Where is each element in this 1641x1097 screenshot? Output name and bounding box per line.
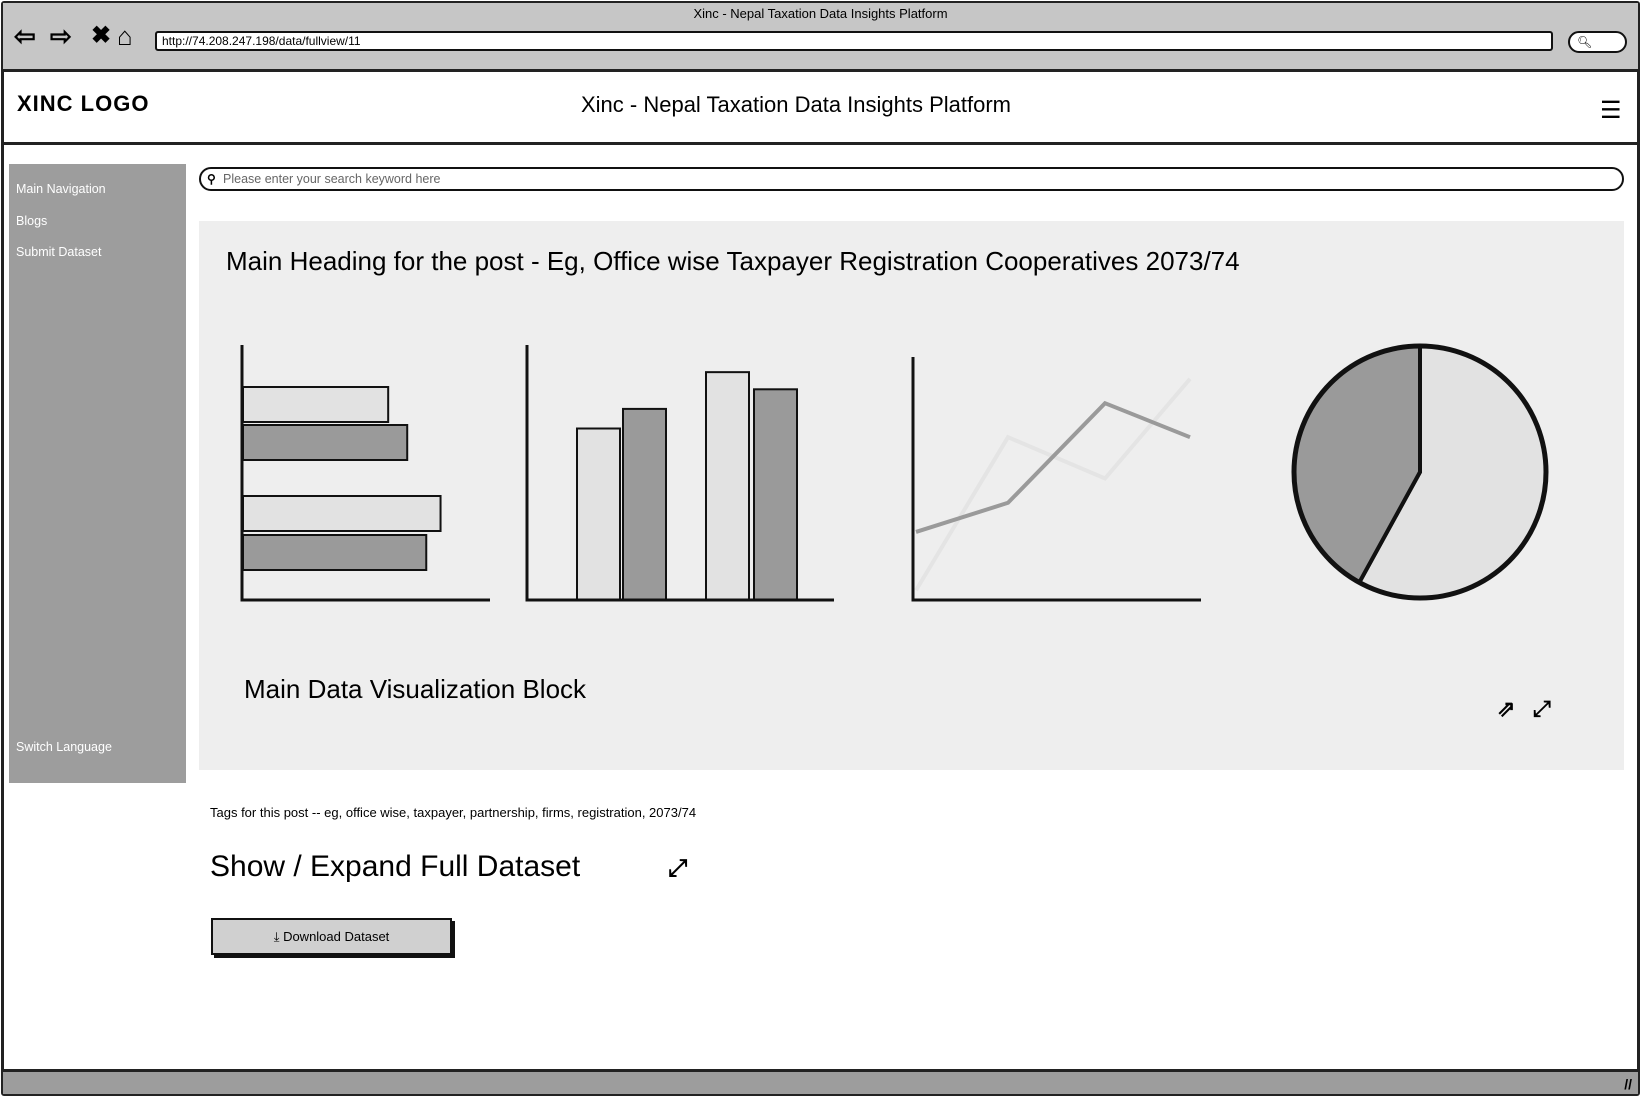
- window-title: Xinc - Nepal Taxation Data Insights Plat…: [693, 6, 948, 21]
- hbar: [242, 386, 390, 423]
- expand-icon[interactable]: ⤢: [1533, 696, 1551, 721]
- sidebar: [9, 164, 186, 783]
- hbar: [242, 424, 409, 461]
- vbar: [705, 371, 750, 601]
- post-tags: Tags for this post -- eg, office wise, t…: [210, 805, 697, 820]
- search-icon: ⚲: [207, 172, 216, 186]
- logo[interactable]: XINC LOGO: [17, 91, 150, 116]
- stop-icon[interactable]: ✖: [91, 22, 112, 49]
- vbar-axes: [525, 345, 834, 602]
- sidebar-item-submit-dataset[interactable]: Submit Dataset: [16, 245, 102, 259]
- home-icon[interactable]: ⌂: [117, 21, 133, 51]
- search-placeholder: Please enter your search keyword here: [223, 172, 441, 186]
- line-series: [914, 377, 1192, 592]
- vbar: [622, 407, 667, 601]
- switch-language-link[interactable]: Switch Language: [16, 740, 112, 754]
- search-icon: 🔍︎: [1577, 35, 1593, 49]
- hbar: [242, 534, 428, 571]
- post-heading: Main Heading for the post - Eg, Office w…: [226, 246, 1240, 276]
- download-label: Download Dataset: [283, 929, 390, 944]
- vbar: [753, 388, 798, 601]
- share-icon[interactable]: ⇗: [1497, 696, 1516, 721]
- sidebar-item-blogs[interactable]: Blogs: [16, 214, 48, 228]
- forward-icon[interactable]: ⇨: [50, 21, 72, 51]
- download-dataset-button[interactable]: ⤓ Download Dataset: [211, 918, 452, 955]
- resize-grip-icon[interactable]: //: [1624, 1076, 1632, 1092]
- hbar-axes: [240, 345, 490, 602]
- search-input[interactable]: ⚲ Please enter your search keyword here: [199, 167, 1624, 191]
- download-icon: ⤓: [273, 929, 284, 944]
- hbar: [242, 495, 442, 532]
- address-bar[interactable]: http://74.208.247.198/data/fullview/11: [155, 31, 1553, 51]
- sidebar-item-main-navigation[interactable]: Main Navigation: [16, 182, 106, 196]
- back-icon[interactable]: ⇦: [14, 21, 36, 51]
- line-axes: [911, 357, 1201, 602]
- expand-icon[interactable]: ⤢: [668, 855, 688, 882]
- status-bar: //: [3, 1069, 1638, 1094]
- expand-dataset-heading[interactable]: Show / Expand Full Dataset: [210, 850, 581, 883]
- line-series: [915, 400, 1191, 534]
- app-header: [3, 72, 1638, 145]
- browser-search[interactable]: 🔍︎: [1568, 31, 1627, 53]
- menu-icon[interactable]: ☰: [1600, 97, 1622, 124]
- app-title: Xinc - Nepal Taxation Data Insights Plat…: [580, 92, 1012, 117]
- viz-block-label: Main Data Visualization Block: [244, 674, 587, 704]
- vbar: [576, 427, 621, 601]
- pie-outline: [1291, 343, 1549, 601]
